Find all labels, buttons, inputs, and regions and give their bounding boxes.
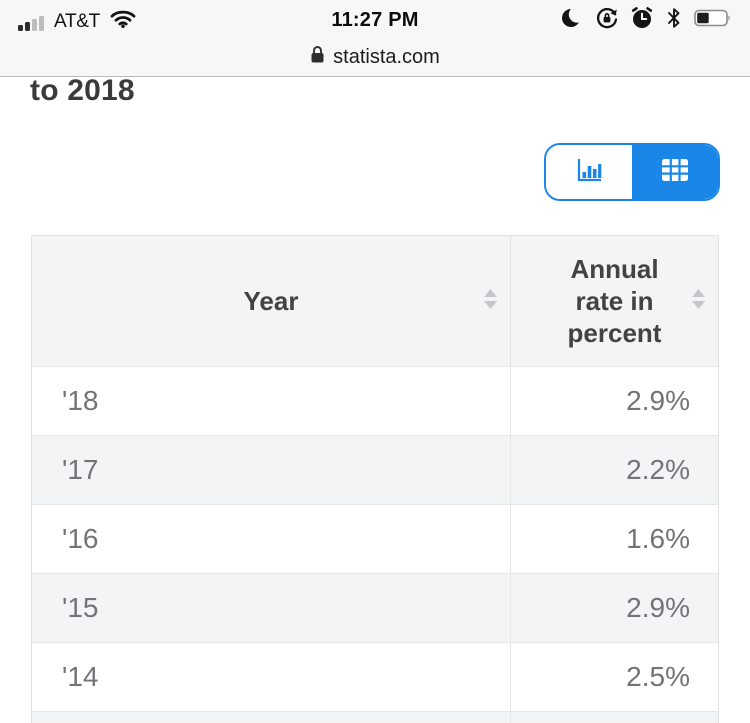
rate-cell: 2.5% <box>626 661 690 692</box>
column-header-year-label: Year <box>243 286 299 316</box>
battery-icon <box>694 9 732 32</box>
wifi-icon <box>110 8 136 33</box>
table-grid-icon <box>659 157 691 188</box>
table-row: '15 2.9% <box>32 573 718 642</box>
year-cell: '14 <box>32 643 511 711</box>
statistics-table: Year Annual rate in percent <box>31 235 719 723</box>
year-cell <box>32 712 511 723</box>
table-row: '18 2.9% <box>32 366 718 435</box>
rate-cell <box>511 712 718 723</box>
view-toggle <box>544 143 720 201</box>
year-cell: '17 <box>32 436 511 504</box>
cellular-signal-icon <box>18 15 44 33</box>
lock-icon <box>310 45 325 69</box>
table-header-row: Year Annual rate in percent <box>32 236 718 366</box>
rate-cell: 2.9% <box>626 592 690 623</box>
status-bar: AT&T 11:27 PM <box>0 0 750 40</box>
status-and-url-bar: AT&T 11:27 PM <box>0 0 750 77</box>
carrier-label: AT&T <box>54 10 100 32</box>
year-cell: '16 <box>32 505 511 573</box>
table-row: '16 1.6% <box>32 504 718 573</box>
column-header-rate-label: Annual rate in percent <box>567 254 662 348</box>
url-domain: statista.com <box>333 45 440 68</box>
rate-cell: 1.6% <box>626 523 690 554</box>
page-title: to 2018 <box>30 74 135 107</box>
year-cell: '15 <box>32 574 511 642</box>
table-row: '17 2.2% <box>32 435 718 504</box>
chart-view-button[interactable] <box>546 145 632 199</box>
do-not-disturb-moon-icon <box>560 5 586 35</box>
sort-icon[interactable] <box>483 285 498 317</box>
sort-icon[interactable] <box>691 285 706 317</box>
table-row-partial <box>32 711 718 723</box>
bluetooth-icon <box>665 7 683 34</box>
table-view-button[interactable] <box>632 145 718 199</box>
safari-address-bar[interactable]: statista.com <box>0 40 750 74</box>
column-header-year[interactable]: Year <box>32 236 511 366</box>
alarm-clock-icon <box>630 6 654 35</box>
bar-chart-icon <box>574 155 604 190</box>
column-header-rate[interactable]: Annual rate in percent <box>511 236 718 366</box>
year-cell: '18 <box>32 367 511 435</box>
orientation-lock-icon <box>595 6 619 35</box>
rate-cell: 2.2% <box>626 454 690 485</box>
table-row: '14 2.5% <box>32 642 718 711</box>
clock-time: 11:27 PM <box>331 9 419 31</box>
rate-cell: 2.9% <box>626 385 690 416</box>
